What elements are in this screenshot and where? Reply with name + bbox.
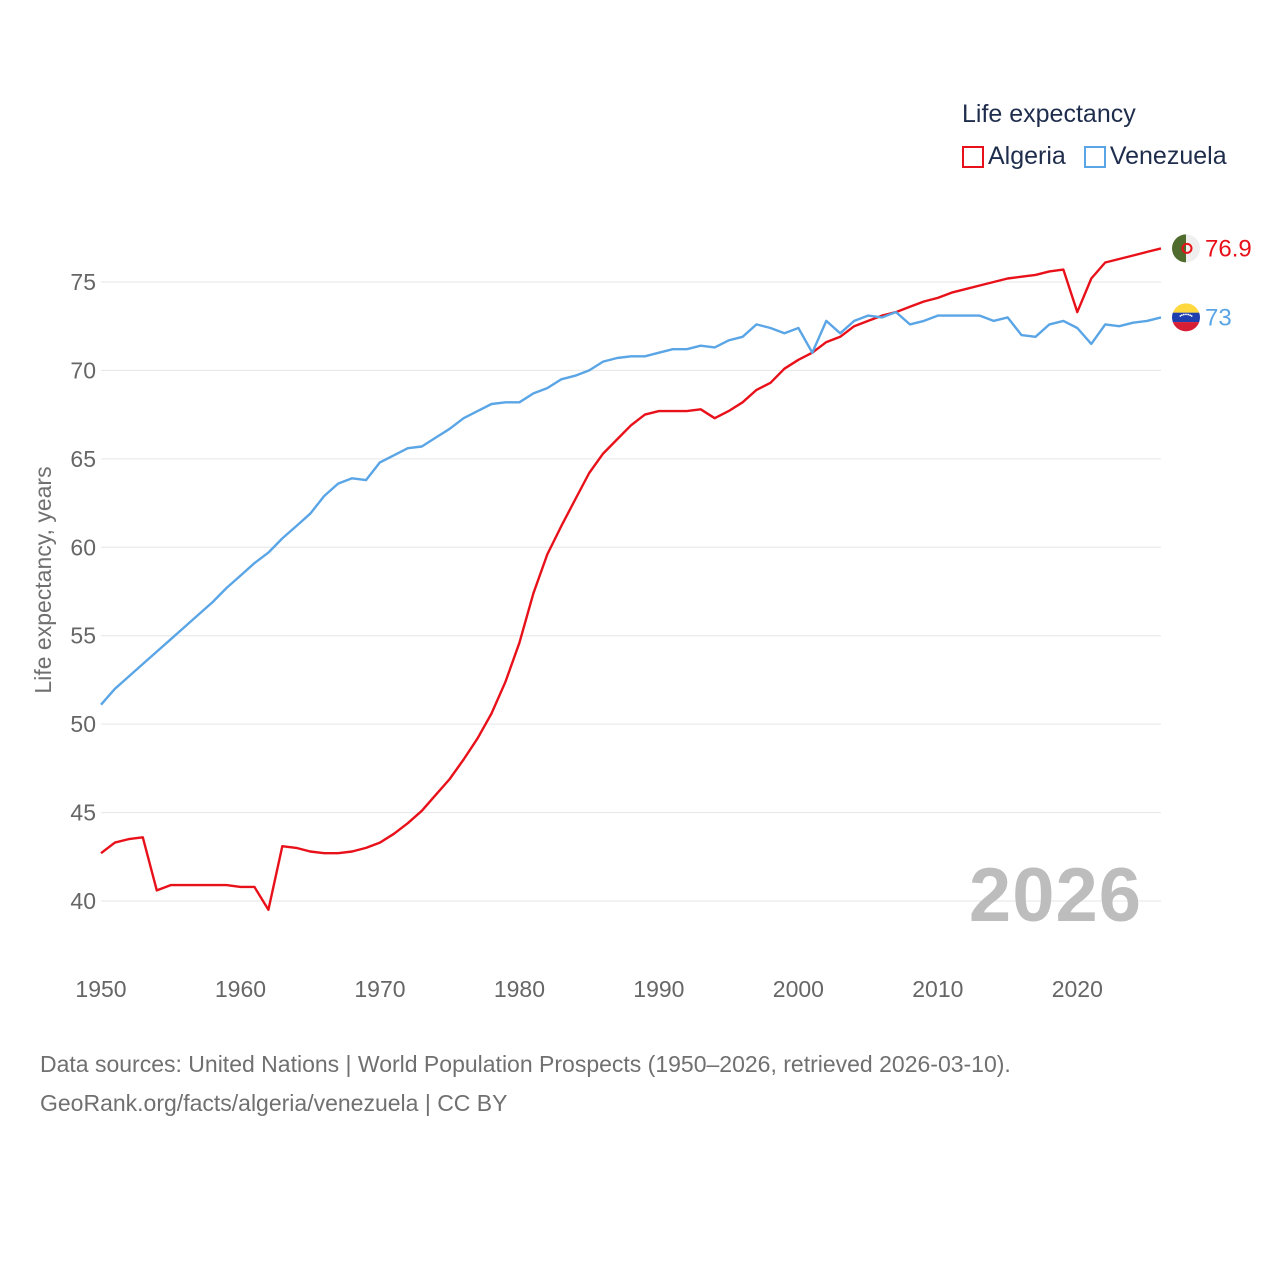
legend-label-venezuela: Venezuela: [1109, 142, 1227, 170]
grid-lines: [101, 281, 1161, 902]
x-tick-label-1950: 1950: [75, 976, 126, 1002]
end-label-venezuela: 73: [1205, 304, 1232, 331]
x-tick-label-1990: 1990: [633, 976, 684, 1002]
y-axis-label: Life expectancy, years: [30, 466, 56, 693]
flag-algeria-icon: [1172, 234, 1200, 263]
y-tick-label-40: 40: [70, 888, 96, 914]
source-link[interactable]: GeoRank.org/facts/algeria/venezuela | CC…: [40, 1090, 508, 1116]
legend-item-algeria[interactable]: Algeria: [962, 142, 1066, 171]
y-tick-label-60: 60: [70, 534, 96, 560]
x-axis-ticks: 1950 1960 1970 1980 1990 2000 2010 2020: [75, 976, 1102, 1002]
legend-label-algeria: Algeria: [988, 142, 1066, 170]
end-label-algeria: 76.9: [1205, 235, 1252, 262]
series-end-labels: 76.9 73: [1172, 234, 1252, 332]
x-tick-label-2000: 2000: [773, 976, 824, 1002]
y-tick-label-70: 70: [70, 357, 96, 383]
year-badge: 2026: [968, 853, 1142, 938]
series-line-algeria[interactable]: [100, 247, 1162, 911]
legend-title: Life expectancy: [962, 100, 1136, 128]
legend: Algeria Venezuela: [962, 142, 1245, 171]
series-lines: [100, 247, 1162, 911]
y-tick-label-45: 45: [70, 800, 96, 826]
flag-venezuela-icon: [1172, 303, 1200, 332]
legend-swatch-algeria: [962, 145, 984, 168]
x-tick-label-2010: 2010: [912, 976, 963, 1002]
x-tick-label-1970: 1970: [354, 976, 405, 1002]
x-tick-label-2020: 2020: [1052, 976, 1103, 1002]
y-tick-label-75: 75: [70, 269, 96, 295]
legend-item-venezuela[interactable]: Venezuela: [1083, 142, 1227, 171]
footer: Data sources: United Nations | World Pop…: [40, 1045, 1011, 1123]
x-tick-label-1980: 1980: [494, 976, 545, 1002]
data-sources-text: Data sources: United Nations | World Pop…: [40, 1051, 1011, 1077]
y-tick-label-65: 65: [70, 446, 96, 472]
y-tick-label-55: 55: [70, 623, 96, 649]
y-tick-label-50: 50: [70, 711, 96, 737]
y-axis-ticks: 40 45 50 55 60 65 70 75: [70, 269, 96, 914]
series-line-venezuela[interactable]: [100, 310, 1162, 706]
legend-swatch-venezuela: [1083, 145, 1106, 168]
x-tick-label-1960: 1960: [215, 976, 266, 1002]
